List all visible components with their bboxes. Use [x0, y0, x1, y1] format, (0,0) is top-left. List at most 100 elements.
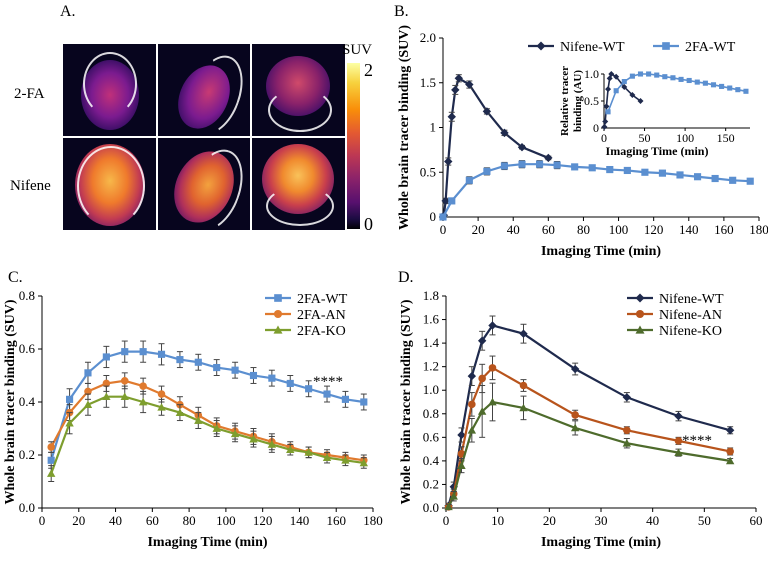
- data-point: [451, 85, 460, 95]
- y-tick-label: 1.8: [423, 288, 439, 303]
- data-point: [322, 453, 332, 462]
- data-point: [102, 379, 111, 388]
- data-point: [477, 407, 487, 415]
- data-point: [488, 321, 497, 330]
- y-tick-label: 0.8: [19, 288, 35, 303]
- data-point: [588, 164, 596, 172]
- pet-image-grid: [63, 44, 345, 230]
- x-tick-label: 0: [39, 513, 46, 528]
- inset-series-2fa-wt: [605, 71, 749, 115]
- x-tick-label: 140: [679, 222, 699, 237]
- series-line: [50, 350, 364, 461]
- data-point: [341, 456, 350, 464]
- inset-series-line: [607, 73, 747, 113]
- data-point: [194, 416, 203, 424]
- data-point: [658, 169, 667, 177]
- panel-label-a: A.: [60, 3, 76, 20]
- series-line: [50, 379, 364, 462]
- inset-y-tick-label: 0: [593, 121, 599, 135]
- inset-data-point: [608, 71, 615, 77]
- inset-data-point: [629, 92, 636, 99]
- inset-data-point: [605, 86, 612, 93]
- x-tick-label: 20: [543, 513, 556, 528]
- colorbar-max: 2: [364, 60, 373, 80]
- y-axis-label: Whole brain tracer binding (SUV): [399, 299, 414, 504]
- x-tick-label: 40: [109, 513, 122, 528]
- inset-data-point: [605, 109, 611, 115]
- panel-label-c: C.: [8, 269, 23, 286]
- inset-data-point: [621, 79, 627, 85]
- y-tick-label: 2.0: [420, 30, 436, 45]
- legend-swatch-marker: [274, 294, 282, 302]
- data-point: [46, 469, 56, 477]
- y-tick-label: 1: [430, 120, 437, 135]
- inset-x-axis-label: Imaging Time (min): [606, 144, 709, 158]
- data-point: [441, 196, 450, 206]
- x-tick-label: 100: [216, 513, 236, 528]
- x-tick-label: 140: [290, 513, 310, 528]
- data-point: [448, 197, 456, 205]
- y-tick-label: 1.4: [423, 335, 440, 350]
- data-point: [544, 153, 553, 163]
- inset-data-point: [662, 74, 668, 80]
- x-tick-label: 40: [507, 222, 520, 237]
- data-point: [213, 363, 221, 372]
- data-point: [268, 374, 276, 382]
- x-tick-label: 60: [146, 513, 159, 528]
- data-point: [157, 390, 166, 398]
- data-point: [519, 381, 528, 390]
- data-point: [157, 350, 166, 358]
- data-point: [457, 461, 466, 469]
- series-line: [50, 395, 364, 474]
- data-point: [84, 369, 92, 377]
- data-point: [447, 112, 456, 121]
- data-point: [267, 440, 277, 448]
- panel-label-d: D.: [398, 269, 414, 286]
- colorbar-label: SUV: [342, 42, 373, 58]
- pet-nifene-sagittal: [157, 138, 251, 230]
- data-point: [468, 400, 476, 409]
- significance-annotation: ****: [682, 433, 712, 449]
- inset-data-point: [621, 83, 628, 90]
- x-tick-label: 100: [609, 222, 629, 237]
- inset-chart: 0 50 100 150 0 0.5 1.0 Imaging Time (min) Relati…: [559, 66, 750, 158]
- x-tick-label: 20: [472, 222, 485, 237]
- inset-data-point: [686, 77, 692, 84]
- data-point: [674, 437, 683, 445]
- data-point: [444, 157, 453, 166]
- data-point: [83, 400, 93, 409]
- x-tick-label: 60: [750, 513, 763, 528]
- x-tick-label: 80: [577, 222, 590, 237]
- suv-colorbar: [347, 63, 360, 229]
- legend-swatch-marker: [662, 42, 670, 50]
- data-point: [457, 430, 466, 440]
- data-point: [157, 403, 166, 411]
- data-point: [570, 364, 580, 374]
- data-point: [500, 128, 509, 138]
- data-point: [439, 213, 447, 221]
- data-point: [139, 348, 147, 356]
- legend-swatch-marker: [536, 41, 546, 51]
- inset-y-tick-label: 1.0: [584, 67, 599, 81]
- x-tick-label: 60: [542, 222, 555, 237]
- legend-swatch-marker: [635, 325, 645, 334]
- inset-data-point: [735, 87, 741, 93]
- inset-y-axis-label: Relative tracerbinding (AU): [559, 66, 584, 136]
- data-point: [606, 165, 614, 174]
- x-tick-label: 120: [253, 513, 273, 528]
- inset-x-tick-label: 100: [676, 131, 694, 145]
- inset-data-point: [710, 82, 717, 88]
- data-point: [711, 174, 719, 183]
- y-tick-label: 0.2: [19, 447, 35, 462]
- pet-2fa-sagittal: [157, 44, 251, 136]
- row-label-2fa: 2-FA: [14, 86, 45, 102]
- data-point: [519, 329, 528, 338]
- data-point: [477, 336, 487, 345]
- series-2fa-wt: [439, 160, 754, 221]
- data-point: [120, 392, 129, 401]
- legend-label: Nifene-WT: [560, 40, 625, 55]
- legend-swatch-marker: [635, 293, 645, 303]
- inset-data-point: [727, 85, 733, 91]
